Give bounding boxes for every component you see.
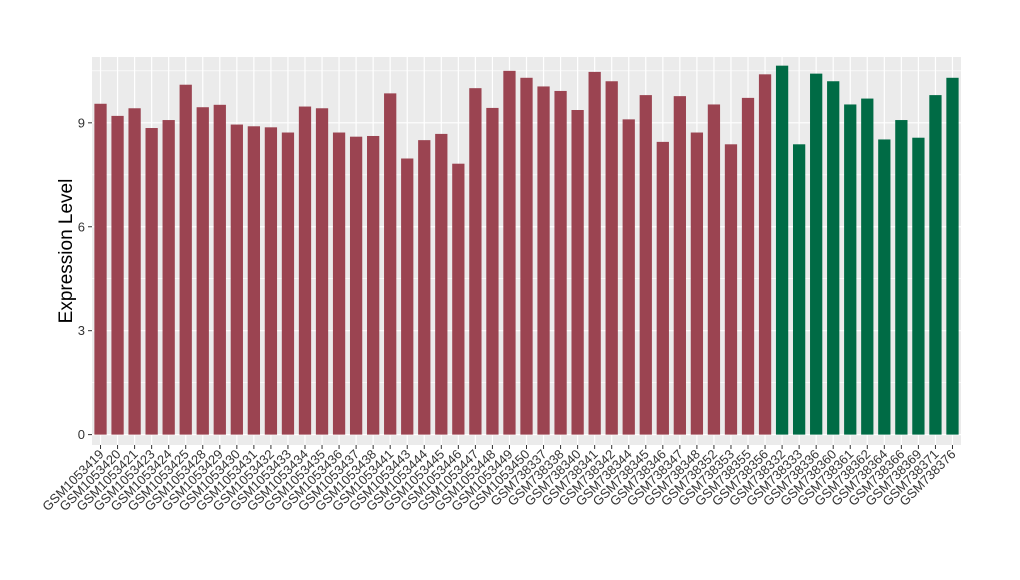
bar-GSM1053435	[315, 108, 329, 435]
y-axis-title: Expression Level	[56, 179, 77, 324]
y-tick-label: 6	[78, 219, 85, 234]
bar-GSM738332	[775, 65, 789, 435]
bar-GSM738348	[690, 132, 704, 435]
bar-GSM1053429	[213, 104, 226, 435]
bar-GSM738338	[554, 90, 567, 435]
y-axis: 0 3 6 9	[78, 115, 92, 442]
bars	[94, 65, 959, 435]
bar-GSM738369	[912, 137, 925, 435]
bar-GSM1053436	[332, 132, 346, 435]
bar-GSM1053448	[486, 107, 499, 435]
bar-GSM1053421	[128, 108, 141, 435]
bar-GSM1053444	[418, 140, 431, 435]
bar-GSM738341	[588, 71, 601, 435]
bar-GSM1053431	[247, 126, 261, 435]
bar-GSM738333	[792, 144, 806, 435]
bar-GSM738371	[929, 95, 942, 435]
bar-GSM1053433	[281, 132, 295, 435]
bar-GSM1053434	[298, 106, 312, 435]
bar-GSM1053432	[264, 127, 278, 435]
bar-GSM738352	[707, 104, 721, 435]
bar-GSM738366	[895, 120, 908, 435]
bar-GSM738337	[537, 86, 550, 435]
bar-GSM1053437	[349, 136, 363, 435]
bar-GSM1053449	[503, 70, 516, 435]
bar-GSM738346	[656, 141, 669, 435]
bar-GSM738355	[741, 97, 755, 435]
bar-GSM738361	[844, 104, 857, 435]
bar-GSM1053447	[469, 88, 482, 435]
y-tick-label: 9	[78, 115, 85, 130]
bar-GSM738376	[946, 77, 959, 435]
bar-GSM1053446	[452, 163, 465, 435]
y-tick-label: 3	[78, 323, 85, 338]
bar-GSM1053428	[196, 107, 209, 435]
bar-GSM1053425	[179, 84, 192, 435]
bar-GSM1053438	[367, 135, 380, 435]
bar-GSM738362	[861, 98, 874, 435]
bar-GSM1053445	[435, 133, 448, 435]
y-tick-label: 0	[78, 427, 85, 442]
bar-GSM1053419	[94, 103, 107, 435]
bar-GSM738347	[673, 96, 686, 435]
bar-GSM738336	[810, 73, 823, 435]
bar-GSM1053423	[145, 128, 158, 435]
bar-GSM738360	[827, 81, 840, 435]
bar-GSM738344	[622, 119, 635, 435]
bar-GSM738356	[758, 74, 772, 435]
bar-GSM738342	[605, 81, 618, 435]
x-axis: GSM1053419GSM1053420GSM1053421GSM1053423…	[39, 445, 959, 514]
bar-GSM738353	[724, 144, 738, 435]
bar-GSM1053430	[230, 124, 243, 435]
bar-GSM1053443	[401, 158, 414, 435]
bar-GSM1053424	[162, 120, 175, 435]
bar-GSM738364	[878, 139, 891, 435]
bar-GSM1053450	[520, 77, 533, 435]
bar-GSM1053441	[384, 93, 397, 435]
bar-GSM738345	[639, 95, 652, 435]
bar-GSM1053420	[111, 115, 124, 435]
bar-GSM738340	[571, 110, 584, 435]
